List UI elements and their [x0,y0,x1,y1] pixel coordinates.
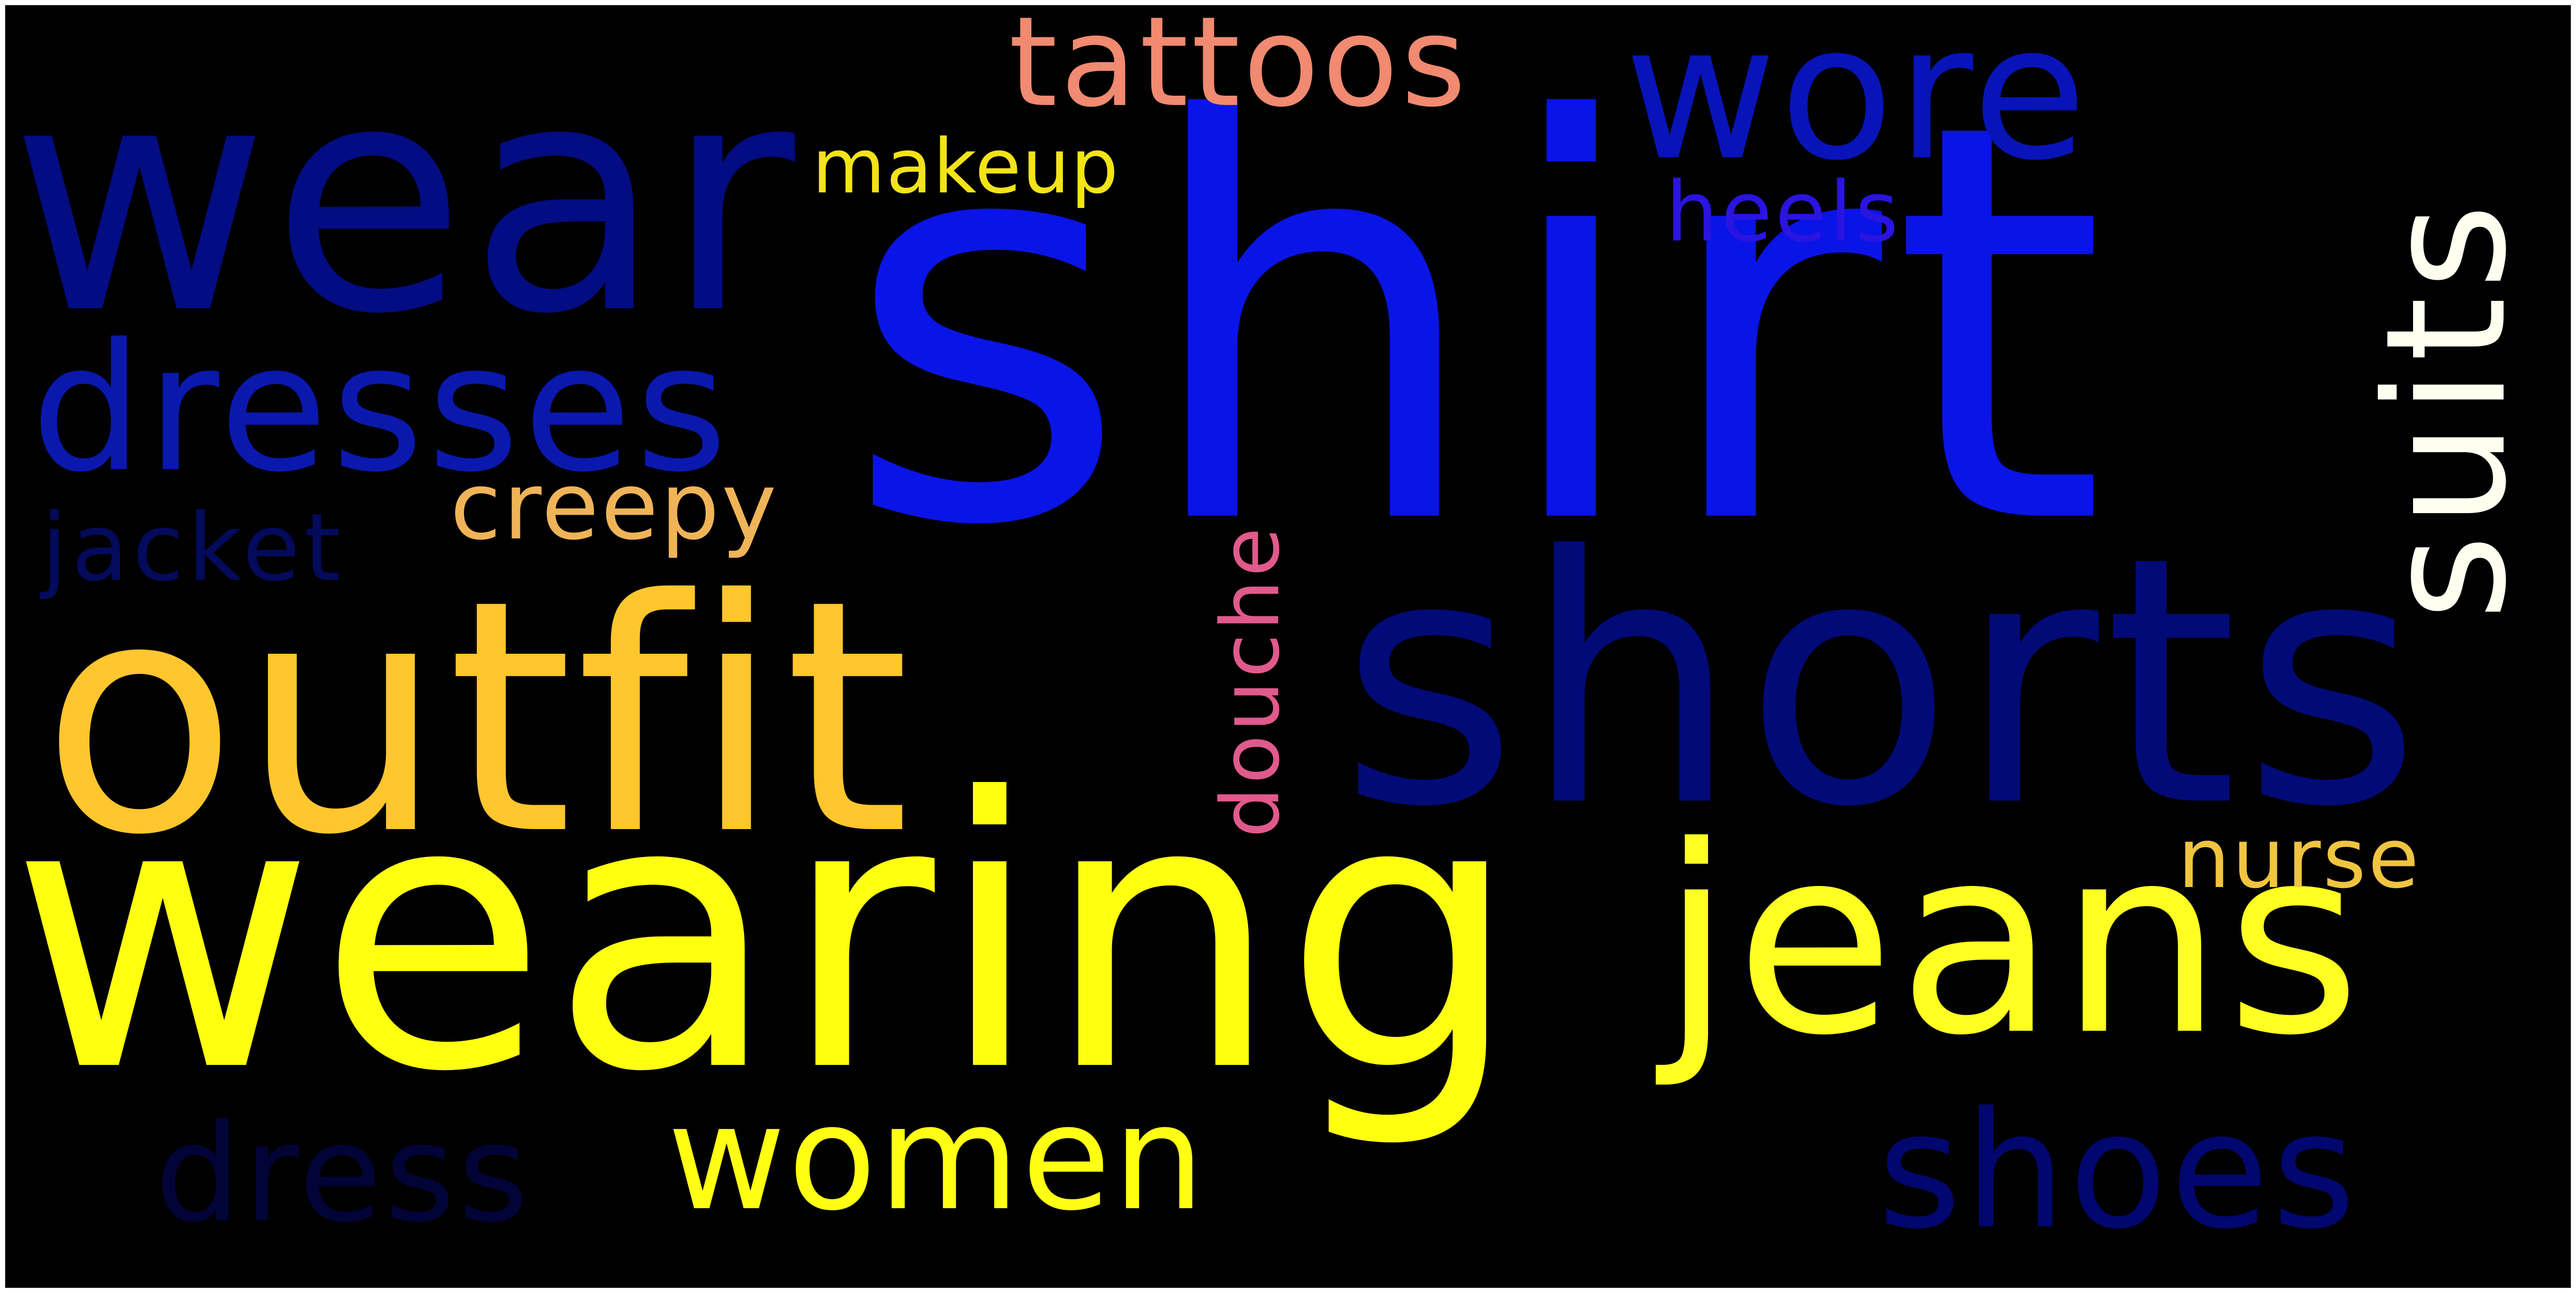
word-jacket: jacket [41,494,345,602]
word-wearing: wearing [10,719,1523,1153]
word-dress: dress [155,1096,532,1252]
word-jeans: jeans [1660,791,2364,1092]
word-douche: douche [1204,524,1297,838]
word-shorts: shorts [1340,484,2426,881]
word-nurse: nurse [2178,810,2421,907]
word-outfit: outfit [41,532,913,905]
word-heels: heels [1666,163,1902,260]
word-creepy: creepy [450,453,779,561]
word-suits: suits [2350,196,2543,621]
word-wore: wore [1624,5,2090,201]
word-shoes: shoes [1878,1078,2359,1265]
word-wear: wear [10,16,798,383]
word-makeup: makeup [812,123,1120,211]
word-tattoos: tattoos [1009,5,1470,134]
word-cloud: shirt wearing shorts outfit wear jeans d… [5,5,2571,1288]
word-women: women [667,1074,1207,1243]
word-shirt: shirt [843,7,2116,645]
word-dresses: dresses [31,306,731,511]
